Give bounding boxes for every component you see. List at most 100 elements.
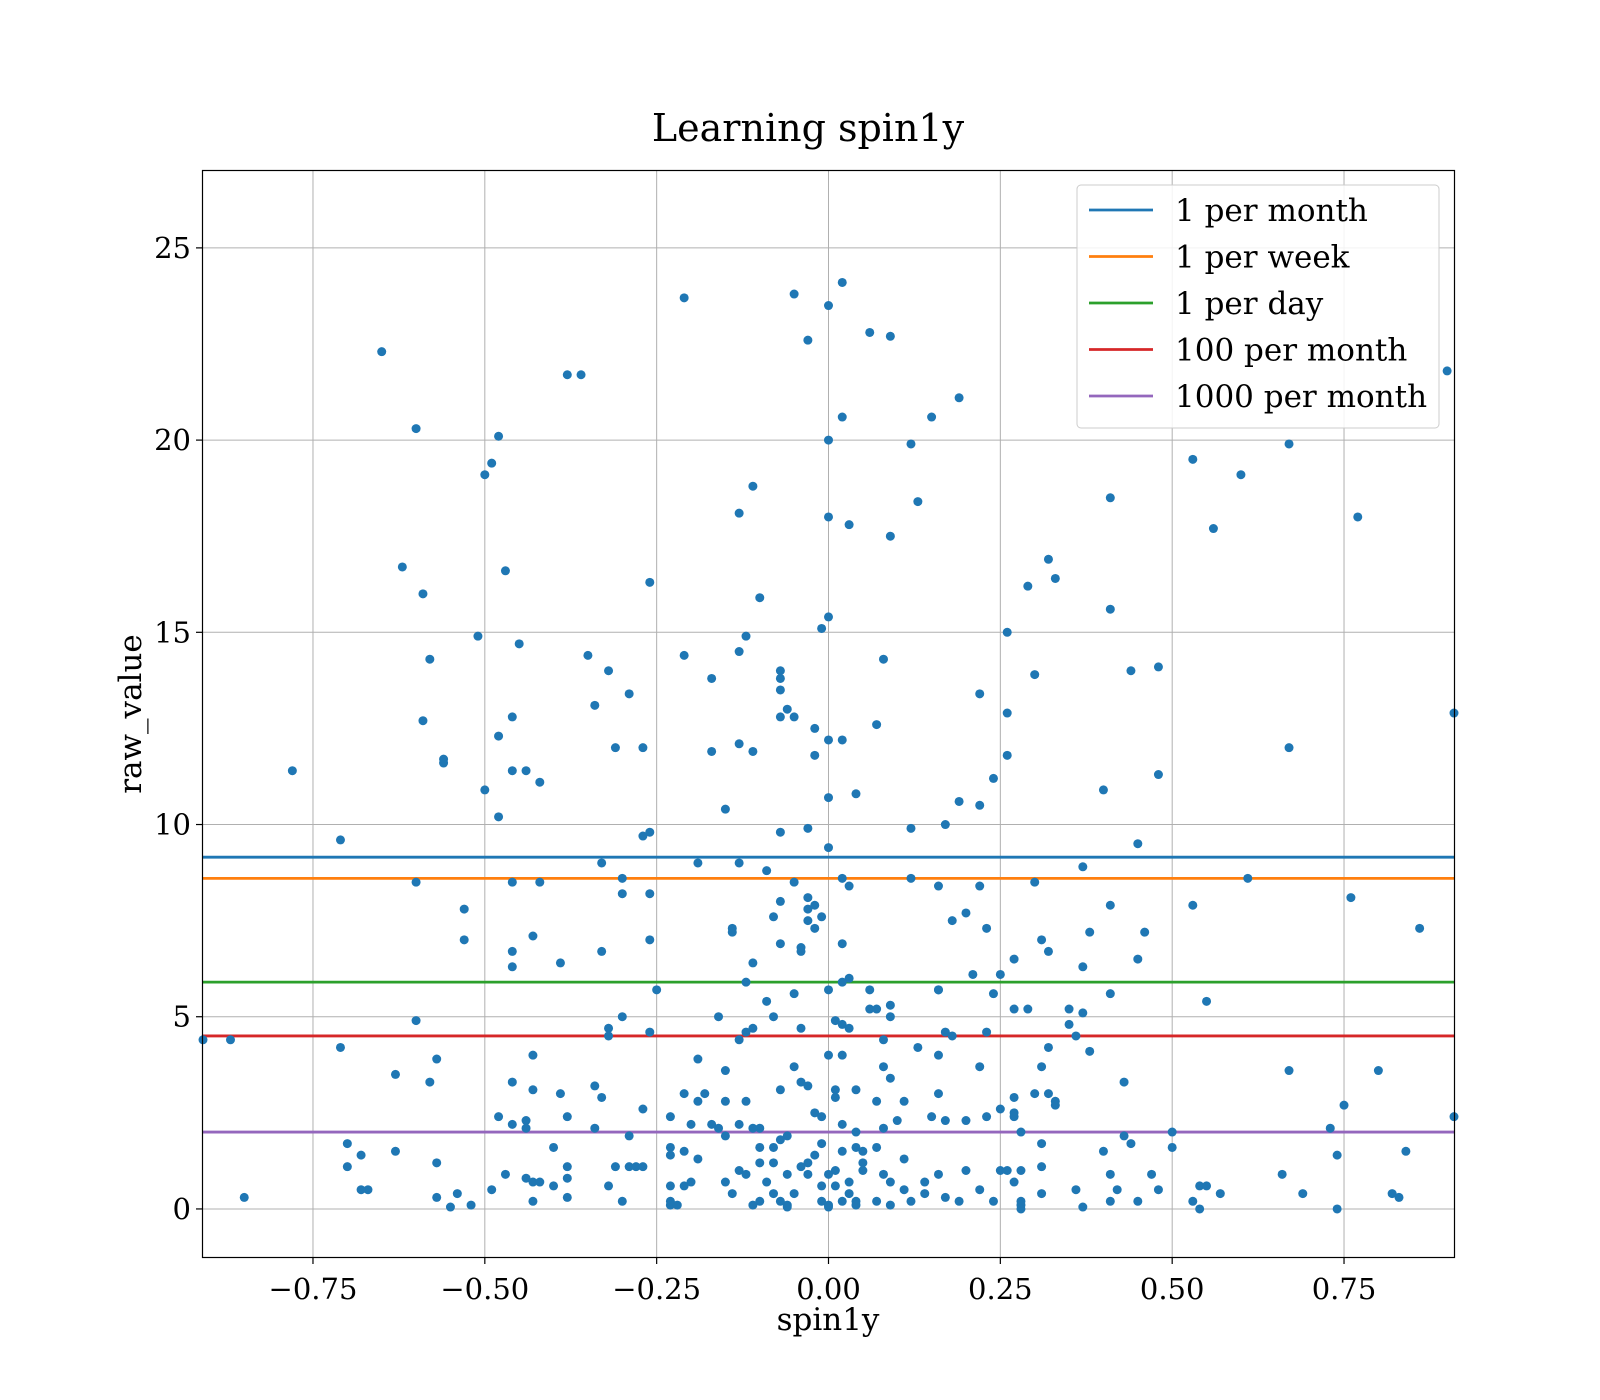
data-point	[590, 1081, 600, 1091]
data-point	[390, 1146, 400, 1156]
data-point	[549, 1181, 559, 1191]
data-point	[590, 1123, 600, 1133]
data-point	[679, 650, 689, 660]
data-point	[769, 1158, 779, 1168]
data-point	[851, 1127, 861, 1137]
data-point	[727, 1189, 737, 1199]
data-point	[954, 393, 964, 403]
data-point	[1401, 1146, 1411, 1156]
data-point	[762, 1177, 772, 1187]
data-point	[803, 335, 813, 345]
data-point	[1188, 900, 1198, 910]
data-point	[521, 1116, 531, 1126]
data-point	[287, 766, 297, 776]
data-point	[1195, 1204, 1205, 1214]
data-point	[858, 1158, 868, 1168]
data-point	[817, 1181, 827, 1191]
data-point	[604, 1023, 614, 1033]
data-point	[521, 1123, 531, 1133]
data-point	[645, 889, 655, 899]
data-point	[1119, 1131, 1129, 1141]
data-point	[885, 1073, 895, 1083]
data-point	[824, 843, 833, 853]
data-point	[982, 1027, 992, 1037]
data-point	[830, 1016, 840, 1026]
data-point	[878, 1169, 888, 1179]
data-point	[562, 1192, 572, 1202]
data-point	[679, 1181, 689, 1191]
data-point	[762, 996, 772, 1006]
data-point	[885, 331, 895, 341]
data-point	[741, 1169, 751, 1179]
data-point	[1119, 1077, 1129, 1087]
data-point	[769, 912, 779, 922]
data-point	[411, 1016, 421, 1026]
data-point	[672, 1200, 682, 1210]
y-tick-label: 20	[154, 423, 191, 457]
data-point	[1002, 708, 1012, 718]
data-point	[1030, 670, 1040, 680]
data-point	[1236, 470, 1246, 480]
data-point	[638, 1104, 648, 1114]
data-point	[803, 893, 813, 903]
data-point	[824, 1202, 833, 1212]
data-point	[975, 1062, 985, 1072]
data-point	[906, 823, 916, 833]
data-point	[769, 1012, 779, 1022]
data-point	[837, 1196, 847, 1206]
data-point	[803, 916, 813, 926]
data-point	[610, 743, 620, 753]
data-point	[1153, 662, 1163, 672]
data-point	[1284, 439, 1294, 449]
data-point	[555, 958, 565, 968]
data-point	[617, 873, 627, 883]
data-point	[796, 943, 806, 953]
data-point	[865, 327, 875, 337]
data-point	[824, 1050, 833, 1060]
x-axis-ticks: −0.75 −0.50 −0.25 0.00 0.25 0.50 0.75	[269, 1257, 1376, 1306]
data-point	[507, 766, 517, 776]
data-point	[624, 689, 634, 699]
data-point	[1339, 1100, 1349, 1110]
data-point	[762, 866, 772, 876]
data-point	[961, 1166, 971, 1176]
data-point	[982, 923, 992, 933]
x-tick-label: −0.50	[440, 1272, 529, 1306]
data-point	[1353, 512, 1363, 522]
data-point	[720, 1177, 730, 1187]
data-point	[734, 647, 744, 657]
data-point	[1126, 1139, 1136, 1149]
data-point	[445, 1202, 455, 1212]
data-point	[789, 1189, 799, 1199]
data-point	[1188, 1196, 1198, 1206]
data-point	[830, 1092, 840, 1102]
x-tick-label: 0.25	[968, 1272, 1033, 1306]
data-point	[803, 823, 813, 833]
chart-title: Learning spin1y	[652, 106, 965, 150]
data-point	[720, 1096, 730, 1106]
data-point	[1202, 1181, 1212, 1191]
data-point	[624, 1131, 634, 1141]
data-point	[1037, 1062, 1047, 1072]
data-point	[837, 1119, 847, 1129]
data-point	[782, 1202, 792, 1212]
data-point	[665, 1142, 675, 1152]
data-point	[1009, 954, 1019, 964]
data-point	[356, 1185, 366, 1195]
data-point	[1284, 1066, 1294, 1076]
data-point	[933, 1169, 943, 1179]
data-point	[665, 1200, 675, 1210]
y-tick-label: 15	[154, 615, 191, 649]
data-point	[803, 1169, 813, 1179]
data-point	[782, 1131, 792, 1141]
data-point	[734, 1119, 744, 1129]
data-point	[693, 1154, 703, 1164]
data-point	[824, 1169, 833, 1179]
data-point	[961, 1116, 971, 1126]
data-point	[397, 562, 407, 572]
legend: 1 per month 1 per week 1 per day 100 per mo…	[1076, 184, 1440, 429]
data-point	[432, 1158, 442, 1168]
data-point	[500, 566, 510, 576]
data-point	[872, 720, 882, 730]
